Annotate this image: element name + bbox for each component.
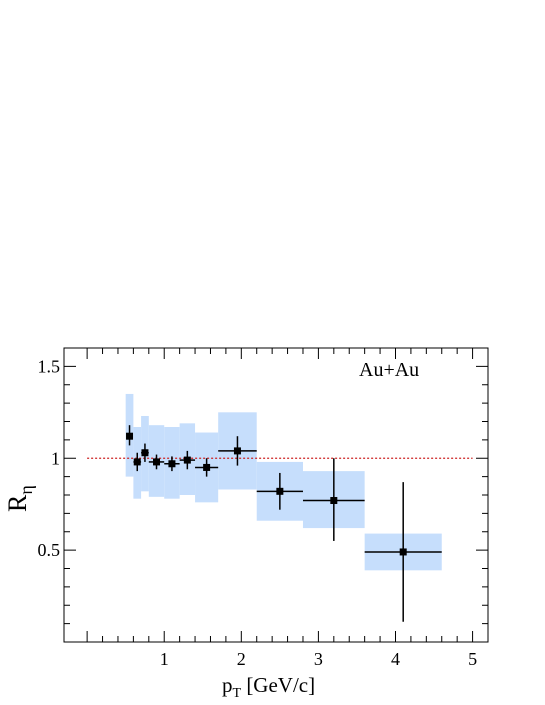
y-axis-label-main: R (3, 494, 32, 512)
systematic-bands (125, 393, 442, 571)
data-point-8 (233, 447, 241, 455)
x-axis-label: pT [GeV/c] (222, 673, 315, 701)
x-axis-label-subscript: T (233, 686, 242, 701)
x-tick-label-2: 2 (237, 649, 246, 669)
data-point-2 (133, 458, 141, 466)
y-axis-label: Rη (3, 485, 36, 512)
y-axis-tick-labels: 0.5 1 1.5 (38, 356, 61, 560)
data-point-9 (276, 487, 284, 495)
y-tick-label-1.5: 1.5 (38, 356, 61, 376)
data-markers (126, 432, 407, 556)
data-point-4 (153, 458, 161, 466)
data-point-3 (141, 449, 149, 457)
data-point-11 (399, 548, 407, 556)
x-tick-label-5: 5 (468, 649, 477, 669)
y-axis-ticks (64, 347, 488, 625)
x-axis-label-main: p (222, 673, 233, 697)
x-axis-label-unit: [GeV/c] (241, 673, 315, 697)
collision-system-label: Au+Au (359, 359, 419, 381)
data-point-6 (183, 456, 191, 464)
x-axis-tick-labels: 1 2 3 4 5 (160, 649, 477, 669)
data-point-1 (126, 432, 134, 440)
x-tick-label-3: 3 (314, 649, 323, 669)
y-tick-label-0.5: 0.5 (38, 540, 61, 560)
y-tick-label-1: 1 (51, 448, 60, 468)
data-point-5 (168, 460, 176, 468)
data-point-10 (330, 497, 338, 505)
x-tick-label-4: 4 (391, 649, 400, 669)
x-axis-ticks (86, 348, 474, 642)
y-axis-label-subscript: η (16, 485, 36, 494)
x-tick-label-1: 1 (160, 649, 169, 669)
data-point-7 (203, 463, 211, 471)
